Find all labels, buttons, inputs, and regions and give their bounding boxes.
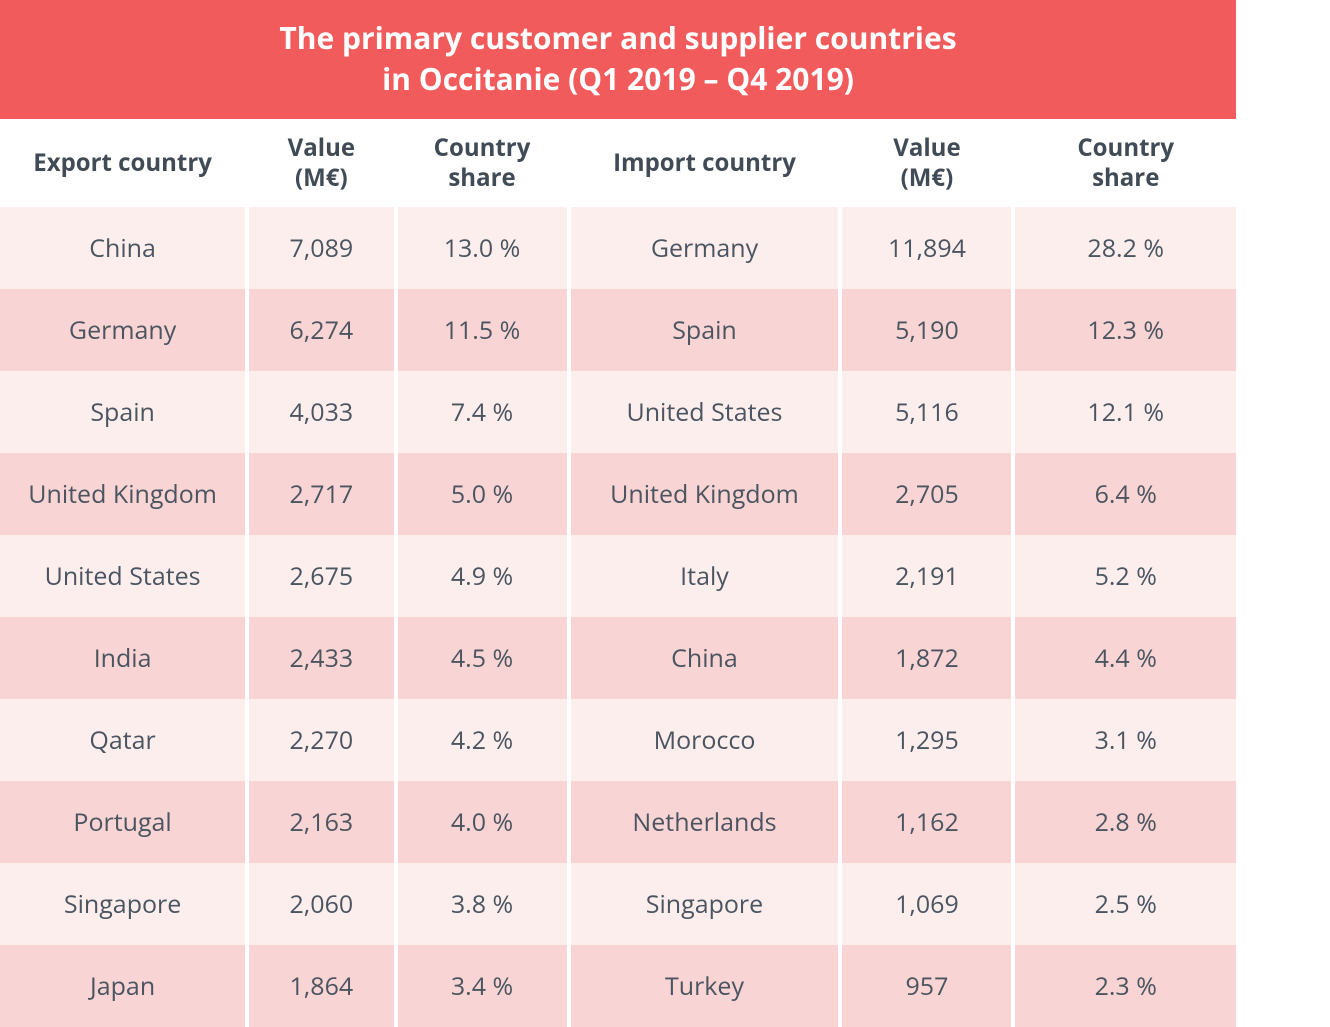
table-cell: 2,060 bbox=[247, 863, 395, 945]
table-cell: 4,033 bbox=[247, 371, 395, 453]
table-cell: 2.5 % bbox=[1013, 863, 1236, 945]
table-cell: United States bbox=[569, 371, 841, 453]
col-header-sublabel: (M€) bbox=[295, 161, 348, 194]
table-cell: 4.2 % bbox=[396, 699, 569, 781]
table-cell: 7.4 % bbox=[396, 371, 569, 453]
col-header-label: Value bbox=[893, 131, 960, 164]
table-header-row: Export country Value (M€) Country share … bbox=[0, 119, 1236, 207]
col-header-label: Country bbox=[1077, 131, 1174, 164]
table-row: India2,4334.5 %China1,8724.4 % bbox=[0, 617, 1236, 699]
table-cell: Spain bbox=[0, 371, 247, 453]
title-line2: in Occitanie (Q1 2019 – Q4 2019) bbox=[382, 58, 854, 99]
table-cell: 5,116 bbox=[840, 371, 1013, 453]
table-cell: 12.3 % bbox=[1013, 289, 1236, 371]
table-cell: United Kingdom bbox=[569, 453, 841, 535]
table-cell: Germany bbox=[0, 289, 247, 371]
table-cell: India bbox=[0, 617, 247, 699]
table-cell: 4.5 % bbox=[396, 617, 569, 699]
table-cell: 3.8 % bbox=[396, 863, 569, 945]
table-row: United Kingdom2,7175.0 %United Kingdom2,… bbox=[0, 453, 1236, 535]
table-cell: 2,163 bbox=[247, 781, 395, 863]
table-cell: United Kingdom bbox=[0, 453, 247, 535]
table-cell: 1,864 bbox=[247, 945, 395, 1027]
table-container: The primary customer and supplier countr… bbox=[0, 0, 1236, 1027]
table-cell: Singapore bbox=[0, 863, 247, 945]
table-row: China7,08913.0 %Germany11,89428.2 % bbox=[0, 207, 1236, 289]
table-body: China7,08913.0 %Germany11,89428.2 %Germa… bbox=[0, 207, 1236, 1027]
table-cell: 6.4 % bbox=[1013, 453, 1236, 535]
table-cell: 3.4 % bbox=[396, 945, 569, 1027]
table-row: Japan1,8643.4 %Turkey9572.3 % bbox=[0, 945, 1236, 1027]
col-header-label: Country bbox=[434, 131, 531, 164]
table-cell: 2,433 bbox=[247, 617, 395, 699]
col-header-sublabel: (M€) bbox=[901, 161, 954, 194]
col-header-import-country: Import country bbox=[569, 119, 841, 207]
table-cell: 2,270 bbox=[247, 699, 395, 781]
table-cell: China bbox=[0, 207, 247, 289]
table-row: Portugal2,1634.0 %Netherlands1,1622.8 % bbox=[0, 781, 1236, 863]
title-banner: The primary customer and supplier countr… bbox=[0, 0, 1236, 119]
table-cell: 28.2 % bbox=[1013, 207, 1236, 289]
table-row: Germany6,27411.5 %Spain5,19012.3 % bbox=[0, 289, 1236, 371]
table-row: Singapore2,0603.8 %Singapore1,0692.5 % bbox=[0, 863, 1236, 945]
table-cell: Netherlands bbox=[569, 781, 841, 863]
table-cell: 7,089 bbox=[247, 207, 395, 289]
table-cell: 2,191 bbox=[840, 535, 1013, 617]
table-cell: Germany bbox=[569, 207, 841, 289]
table-cell: Japan bbox=[0, 945, 247, 1027]
table-cell: Italy bbox=[569, 535, 841, 617]
col-header-export-value: Value (M€) bbox=[247, 119, 395, 207]
col-header-import-value: Value (M€) bbox=[840, 119, 1013, 207]
table-cell: 11.5 % bbox=[396, 289, 569, 371]
table-cell: Portugal bbox=[0, 781, 247, 863]
table-cell: 1,162 bbox=[840, 781, 1013, 863]
col-header-export-country: Export country bbox=[0, 119, 247, 207]
table-row: Qatar2,2704.2 %Morocco1,2953.1 % bbox=[0, 699, 1236, 781]
table-cell: 2.8 % bbox=[1013, 781, 1236, 863]
table-cell: 12.1 % bbox=[1013, 371, 1236, 453]
title-line1: The primary customer and supplier countr… bbox=[279, 17, 956, 58]
col-header-import-share: Country share bbox=[1013, 119, 1236, 207]
table-cell: Turkey bbox=[569, 945, 841, 1027]
table-cell: Spain bbox=[569, 289, 841, 371]
table-cell: 1,295 bbox=[840, 699, 1013, 781]
col-header-label: Value bbox=[288, 131, 355, 164]
table-cell: Morocco bbox=[569, 699, 841, 781]
table-cell: 2,717 bbox=[247, 453, 395, 535]
table-cell: 6,274 bbox=[247, 289, 395, 371]
table-cell: 3.1 % bbox=[1013, 699, 1236, 781]
table-cell: China bbox=[569, 617, 841, 699]
table-cell: 2,705 bbox=[840, 453, 1013, 535]
table-cell: 1,872 bbox=[840, 617, 1013, 699]
col-header-sublabel: share bbox=[448, 161, 515, 194]
col-header-label: Export country bbox=[33, 146, 212, 179]
table-cell: 2.3 % bbox=[1013, 945, 1236, 1027]
table-cell: United States bbox=[0, 535, 247, 617]
table-cell: 4.4 % bbox=[1013, 617, 1236, 699]
col-header-sublabel: share bbox=[1092, 161, 1159, 194]
col-header-label: Import country bbox=[613, 146, 796, 179]
table-cell: 5.2 % bbox=[1013, 535, 1236, 617]
table-cell: 4.9 % bbox=[396, 535, 569, 617]
table-cell: 5,190 bbox=[840, 289, 1013, 371]
table-cell: 957 bbox=[840, 945, 1013, 1027]
table-row: United States2,6754.9 %Italy2,1915.2 % bbox=[0, 535, 1236, 617]
table-cell: Singapore bbox=[569, 863, 841, 945]
table-cell: 5.0 % bbox=[396, 453, 569, 535]
table-cell: 4.0 % bbox=[396, 781, 569, 863]
data-table: Export country Value (M€) Country share … bbox=[0, 119, 1236, 1027]
table-cell: 1,069 bbox=[840, 863, 1013, 945]
col-header-export-share: Country share bbox=[396, 119, 569, 207]
table-cell: 11,894 bbox=[840, 207, 1013, 289]
table-row: Spain4,0337.4 %United States5,11612.1 % bbox=[0, 371, 1236, 453]
table-cell: Qatar bbox=[0, 699, 247, 781]
table-cell: 13.0 % bbox=[396, 207, 569, 289]
table-cell: 2,675 bbox=[247, 535, 395, 617]
